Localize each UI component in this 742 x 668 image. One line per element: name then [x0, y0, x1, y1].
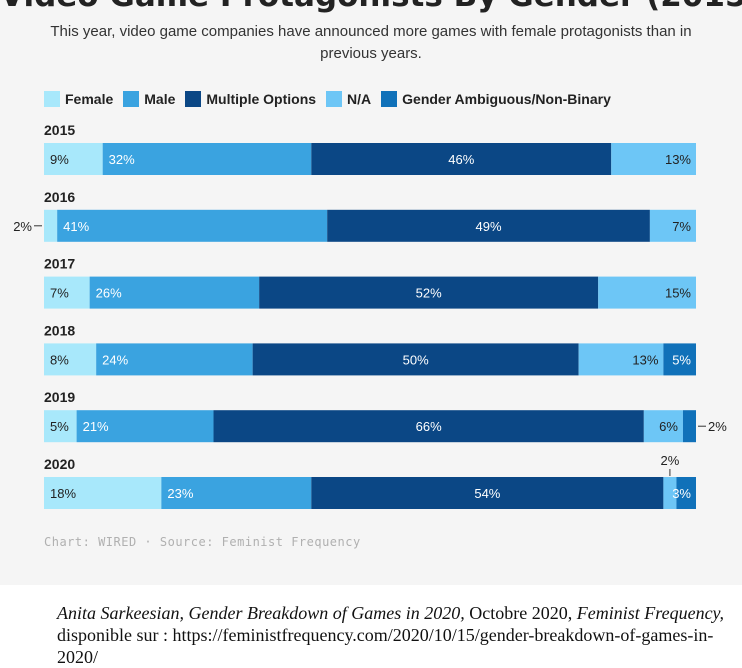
legend-swatch [123, 91, 140, 107]
data-label: 6% [659, 419, 678, 434]
bar-segment [252, 343, 579, 376]
legend-label: Female [65, 91, 114, 107]
data-label: 32% [109, 152, 135, 167]
year-label: 2015 [44, 122, 75, 138]
data-label: 18% [50, 486, 76, 501]
legend-label: Male [144, 91, 176, 107]
bar-segment [44, 343, 97, 376]
data-label: 7% [50, 286, 69, 301]
data-label: 7% [672, 219, 691, 234]
bar-segment [57, 209, 328, 242]
legend-label: N/A [347, 91, 372, 107]
legend-item-male: Male [123, 91, 175, 107]
year-label: 2020 [44, 456, 75, 472]
bar-segment [161, 477, 312, 509]
data-label: 23% [167, 486, 193, 501]
data-label: 2% [661, 453, 680, 468]
bar-segment [327, 209, 650, 242]
data-label: 21% [83, 419, 109, 434]
data-label: 5% [672, 352, 691, 367]
bar-segment [649, 209, 696, 242]
data-label: 9% [50, 152, 69, 167]
legend-swatch [326, 91, 343, 107]
bar-segment [44, 209, 58, 242]
data-label: 24% [102, 352, 128, 367]
year-label: 2016 [44, 189, 75, 205]
stacked-bar-chart: 2015 9% 32% 46% 13% 2016 2% 41% 49% 7% 2017 7% 26% 52… [13, 122, 727, 509]
bar-segment [44, 143, 103, 175]
bar-segment [311, 477, 664, 509]
data-label: 26% [96, 286, 122, 301]
bar-segment [578, 343, 664, 376]
bar-segment [44, 410, 77, 443]
bar-segment [102, 143, 312, 175]
bar-segment [213, 410, 644, 443]
data-label: 50% [403, 352, 429, 367]
bar-segment [611, 143, 696, 175]
caption-date: Octobre 2020, [464, 603, 577, 623]
source-note: Chart: WIRED · Source: Feminist Frequenc… [44, 535, 361, 549]
caption-publisher: Feminist Frequency, [576, 603, 725, 623]
caption-author-title: Anita Sarkeesian, Gender Breakdown of Ga… [57, 603, 465, 623]
bar-segment [682, 410, 696, 443]
data-label: 15% [665, 286, 691, 301]
data-label: 13% [632, 352, 658, 367]
legend-item-multiple-options: Multiple Options [185, 91, 316, 107]
legend-item-gender-ambiguous: Gender Ambiguous/Non-Binary [381, 91, 611, 107]
bar-segment [89, 276, 260, 309]
data-label: 13% [665, 152, 691, 167]
bar-segment [676, 477, 696, 509]
legend-item-na: N/A [326, 91, 371, 107]
data-label: 2% [13, 219, 32, 234]
year-label: 2018 [44, 322, 75, 338]
data-label: 52% [416, 286, 442, 301]
bar-segment [311, 143, 612, 175]
data-label: 54% [474, 486, 500, 501]
year-label: 2017 [44, 256, 75, 272]
bar-segment [259, 276, 599, 309]
bar-segment [643, 410, 683, 443]
data-label: 46% [448, 152, 474, 167]
legend-swatch [44, 91, 60, 107]
bar-segment [663, 477, 677, 509]
chart-panel: Video Game Protagonists By Gender (2015 … [0, 0, 742, 549]
legend-swatch [381, 91, 398, 107]
legend-item-female: Female [44, 91, 113, 107]
data-label: 3% [672, 486, 691, 501]
legend: Female Male Multiple Options N/A Gender … [44, 90, 621, 108]
bar-segment [44, 477, 162, 509]
figure-caption: Anita Sarkeesian, Gender Breakdown of Ga… [57, 602, 732, 668]
data-label: 2% [708, 419, 727, 434]
bar-segment [663, 343, 696, 376]
data-label: 66% [416, 419, 442, 434]
bar-segment [96, 343, 253, 376]
data-label: 5% [50, 419, 69, 434]
bar-segment [44, 276, 90, 309]
bar-segment [76, 410, 214, 443]
legend-label: Gender Ambiguous/Non-Binary [402, 91, 611, 107]
legend-label: Multiple Options [206, 91, 317, 107]
chart-title: Video Game Protagonists By Gender (2015 … [0, 0, 742, 14]
chart-subtitle: This year, video game companies have ann… [50, 23, 692, 62]
year-label: 2019 [44, 389, 75, 405]
data-label: 8% [50, 352, 69, 367]
bar-segment [598, 276, 696, 309]
data-label: 49% [476, 219, 502, 234]
legend-swatch [185, 91, 202, 107]
data-label: 41% [63, 219, 89, 234]
